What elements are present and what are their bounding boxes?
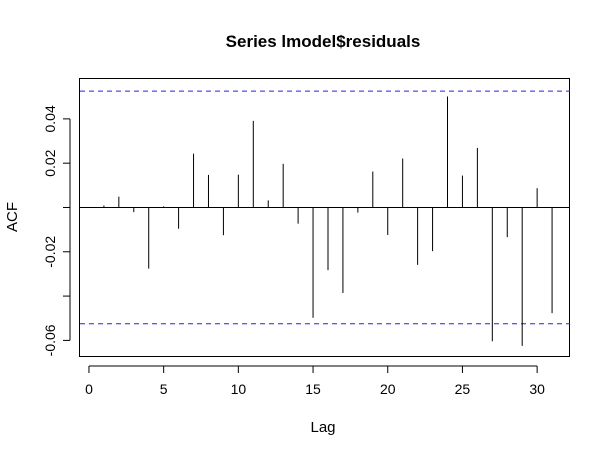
y-tick-label: 0.02 (42, 149, 58, 176)
x-axis-label: Lag (310, 419, 335, 436)
x-tick-label: 0 (85, 381, 93, 397)
y-tick-label: -0.02 (42, 236, 58, 268)
y-tick-label: -0.06 (42, 324, 58, 356)
x-axis: 0 5 10 15 20 25 30 (85, 365, 545, 397)
x-tick-label: 15 (305, 381, 321, 397)
y-axis: -0.06 -0.02 0.02 0.04 (42, 105, 71, 356)
x-tick-label: 25 (455, 381, 471, 397)
x-tick-label: 20 (380, 381, 396, 397)
x-tick-label: 30 (529, 381, 545, 397)
x-tick-label: 5 (160, 381, 168, 397)
y-tick-label: 0.04 (42, 105, 58, 132)
y-axis-label: ACF (4, 202, 21, 232)
chart-title: Series lmodel$residuals (226, 32, 421, 51)
plot-frame (79, 78, 570, 357)
acf-series (80, 90, 570, 346)
x-tick-label: 10 (231, 381, 247, 397)
